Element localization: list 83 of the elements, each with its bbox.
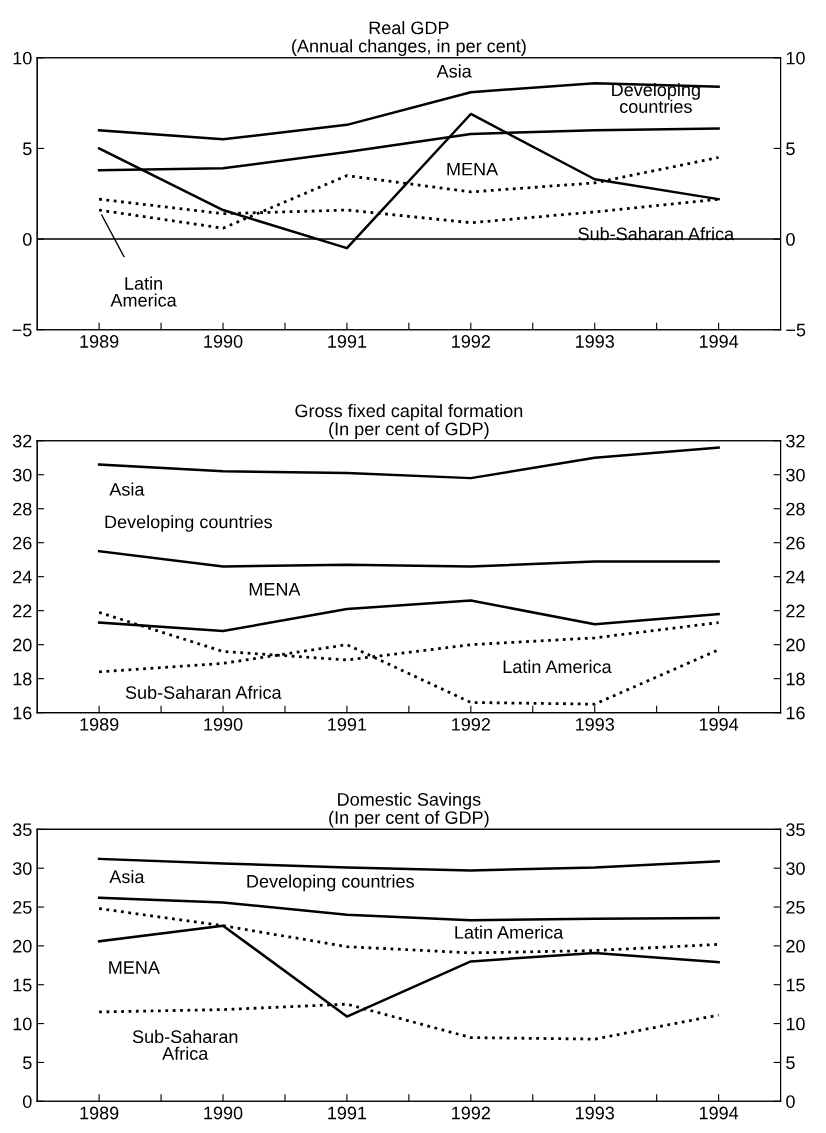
y2-tick-label: 20 — [786, 939, 805, 953]
annotation: Sub-Saharan Africa — [132, 1029, 238, 1060]
line-series — [97, 81, 720, 141]
x-tick-label: 1992 — [452, 1106, 490, 1120]
annotation: MENA — [249, 583, 301, 596]
y-tick-label: 32 — [12, 434, 32, 448]
x-tick-label: 1992 — [452, 335, 490, 348]
annotation: Latin America — [503, 659, 612, 674]
y2-tick-label: 20 — [786, 638, 805, 652]
y-tick-label: 20 — [13, 638, 32, 652]
y-tick-label: 26 — [13, 536, 32, 550]
x-tick-label: 1989 — [80, 1106, 119, 1120]
y-tick-label: 18 — [13, 672, 32, 686]
y2-tick-label: 0 — [786, 233, 795, 246]
y2-tick-label: 16 — [786, 706, 805, 720]
y2-tick-label: 15 — [786, 978, 805, 992]
y2-tick-label: 32 — [786, 434, 805, 448]
line-series — [97, 446, 720, 480]
y-tick-label: 5 — [22, 142, 32, 156]
y2-tick-label: −5 — [786, 323, 806, 337]
y2-tick-label: 18 — [786, 672, 805, 686]
x-tick-label: 1989 — [80, 335, 119, 348]
chart-title: Gross fixed capital formation (In per cent of GDP) — [295, 403, 523, 439]
annotation: Latin America — [110, 276, 177, 307]
annotation: Asia — [109, 482, 145, 496]
y-tick-label: 22 — [13, 604, 32, 618]
x-tick-label: 1990 — [204, 1106, 243, 1120]
chart-title: Domestic Savings (In per cent of GDP) — [329, 792, 489, 828]
y-tick-label: 15 — [13, 978, 32, 992]
y-tick-label: 25 — [13, 900, 32, 914]
x-tick-label: 1993 — [576, 1106, 615, 1120]
x-tick-label: 1994 — [699, 1106, 739, 1120]
y-tick-label: 10 — [13, 51, 32, 65]
x-tick-label: 1993 — [576, 717, 615, 731]
y2-tick-label: 10 — [786, 51, 805, 65]
y2-tick-label: 22 — [786, 604, 805, 618]
x-tick-label: 1990 — [204, 717, 243, 731]
y-tick-label: 16 — [13, 706, 32, 720]
annotation: Developing countries — [247, 874, 414, 892]
annotation: Developing countries — [612, 82, 700, 113]
y-tick-label: 10 — [13, 1017, 32, 1031]
y-tick-label: 0 — [22, 233, 32, 246]
y2-tick-label: 5 — [786, 142, 795, 156]
x-tick-label: 1991 — [328, 335, 367, 348]
x-tick-label: 1991 — [328, 1106, 367, 1120]
x-tick-label: 1989 — [80, 717, 119, 731]
annotation: Developing countries — [105, 515, 272, 532]
y-tick-label: 30 — [12, 862, 32, 875]
x-tick-label: 1992 — [452, 717, 490, 731]
y-tick-label: 0 — [22, 1095, 32, 1108]
y-tick-label: 28 — [13, 502, 32, 516]
x-tick-label: 1991 — [328, 717, 367, 731]
line-series — [97, 857, 720, 872]
annotation: Asia — [436, 64, 472, 78]
annotation: Sub-Saharan Africa — [125, 685, 282, 699]
x-tick-label: 1993 — [576, 335, 615, 348]
line-series — [97, 896, 720, 922]
y2-tick-label: 35 — [786, 823, 805, 837]
y-tick-label: 5 — [22, 1056, 32, 1070]
x-tick-label: 1990 — [204, 335, 243, 348]
y2-tick-label: 10 — [786, 1017, 805, 1031]
y2-tick-label: 24 — [786, 570, 805, 584]
annotation: MENA — [109, 961, 160, 974]
y2-tick-label: 28 — [786, 502, 805, 516]
y2-tick-label: 30 — [786, 468, 805, 482]
y2-tick-label: 5 — [786, 1056, 795, 1070]
y2-tick-label: 0 — [786, 1095, 795, 1108]
x-tick-label: 1994 — [699, 717, 739, 731]
y-tick-label: 24 — [13, 570, 32, 584]
x-tick-label: 1994 — [699, 335, 739, 348]
y2-tick-label: 25 — [786, 900, 805, 914]
y-tick-label: 35 — [12, 823, 32, 837]
chart-title: Real GDP (Annual changes, in per cent) — [292, 21, 526, 56]
annotation: Latin America — [455, 925, 564, 939]
y-tick-label: 30 — [12, 468, 32, 482]
y2-tick-label: 26 — [786, 536, 805, 550]
annotation: MENA — [447, 162, 499, 176]
line-series — [97, 549, 720, 568]
annotation: Sub-Saharan Africa — [578, 227, 735, 241]
annotation: Asia — [109, 869, 145, 884]
y-tick-label: 20 — [13, 939, 32, 953]
y-tick-label: −5 — [12, 323, 32, 337]
y2-tick-label: 30 — [786, 862, 805, 875]
